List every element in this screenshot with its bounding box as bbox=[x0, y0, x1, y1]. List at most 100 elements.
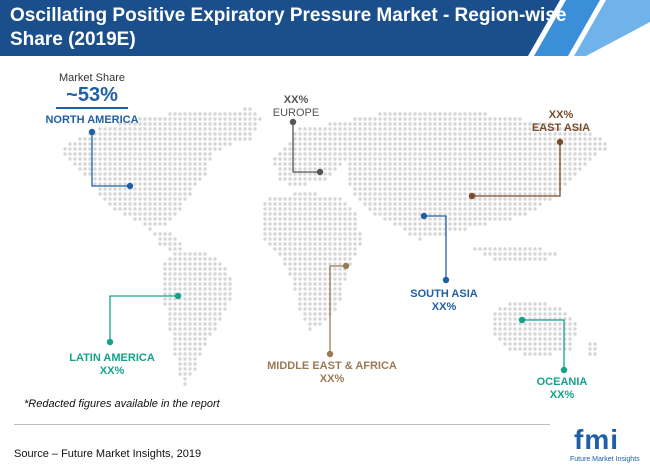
map-dot bbox=[398, 112, 402, 116]
map-dot bbox=[298, 217, 302, 221]
map-dot bbox=[188, 182, 192, 186]
map-dot bbox=[168, 162, 172, 166]
map-dot bbox=[368, 177, 372, 181]
map-dot bbox=[473, 112, 477, 116]
map-dot bbox=[108, 132, 112, 136]
map-dot bbox=[143, 142, 147, 146]
map-dot bbox=[398, 142, 402, 146]
map-dot bbox=[468, 207, 472, 211]
map-dot bbox=[293, 152, 297, 156]
map-dot bbox=[288, 147, 292, 151]
map-dot bbox=[313, 162, 317, 166]
map-dot bbox=[423, 202, 427, 206]
map-dot bbox=[313, 242, 317, 246]
map-dot bbox=[318, 262, 322, 266]
map-dot bbox=[458, 222, 462, 226]
map-dot bbox=[208, 132, 212, 136]
map-dot bbox=[508, 202, 512, 206]
map-dot bbox=[593, 342, 597, 346]
map-dot bbox=[118, 202, 122, 206]
map-dot bbox=[468, 182, 472, 186]
map-dot bbox=[138, 137, 142, 141]
map-dot bbox=[448, 227, 452, 231]
map-dot bbox=[128, 167, 132, 171]
map-dot bbox=[538, 137, 542, 141]
map-dot bbox=[203, 327, 207, 331]
map-dot bbox=[338, 152, 342, 156]
map-dot bbox=[453, 217, 457, 221]
map-dot bbox=[158, 132, 162, 136]
map-dot bbox=[568, 172, 572, 176]
map-dot bbox=[488, 217, 492, 221]
map-dot bbox=[178, 337, 182, 341]
north-america-name: NORTH AMERICA bbox=[45, 114, 139, 126]
map-dot bbox=[408, 177, 412, 181]
map-dot bbox=[233, 127, 237, 131]
map-dot bbox=[178, 167, 182, 171]
map-dot bbox=[303, 217, 307, 221]
map-dot bbox=[388, 122, 392, 126]
map-dot bbox=[478, 207, 482, 211]
map-dot bbox=[288, 157, 292, 161]
map-dot bbox=[163, 132, 167, 136]
map-dot bbox=[453, 142, 457, 146]
map-dot bbox=[453, 207, 457, 211]
map-dot bbox=[508, 247, 512, 251]
map-dot bbox=[353, 167, 357, 171]
map-dot bbox=[468, 162, 472, 166]
map-dot bbox=[528, 182, 532, 186]
map-dot bbox=[468, 222, 472, 226]
map-dot bbox=[568, 332, 572, 336]
map-dot bbox=[348, 122, 352, 126]
map-dot bbox=[343, 252, 347, 256]
map-dot bbox=[578, 147, 582, 151]
map-dot bbox=[468, 152, 472, 156]
map-dot bbox=[528, 252, 532, 256]
map-dot bbox=[188, 142, 192, 146]
map-dot bbox=[568, 167, 572, 171]
map-dot bbox=[173, 352, 177, 356]
map-dot bbox=[103, 157, 107, 161]
map-dot bbox=[468, 217, 472, 221]
map-dot bbox=[198, 302, 202, 306]
map-dot bbox=[128, 152, 132, 156]
map-dot bbox=[393, 132, 397, 136]
map-dot bbox=[373, 122, 377, 126]
map-dot bbox=[213, 292, 217, 296]
map-dot bbox=[288, 227, 292, 231]
map-dot bbox=[498, 202, 502, 206]
map-dot bbox=[313, 167, 317, 171]
map-dot bbox=[408, 162, 412, 166]
map-dot bbox=[543, 312, 547, 316]
map-dot bbox=[308, 247, 312, 251]
map-dot bbox=[318, 317, 322, 321]
map-dot bbox=[428, 187, 432, 191]
map-dot bbox=[123, 122, 127, 126]
map-dot bbox=[383, 147, 387, 151]
map-dot bbox=[418, 117, 422, 121]
map-dot bbox=[228, 122, 232, 126]
map-dot bbox=[328, 232, 332, 236]
map-dot bbox=[193, 332, 197, 336]
map-dot bbox=[463, 157, 467, 161]
map-dot bbox=[133, 122, 137, 126]
map-dot bbox=[178, 342, 182, 346]
map-dot bbox=[183, 382, 187, 386]
map-dot bbox=[183, 262, 187, 266]
map-dot bbox=[303, 237, 307, 241]
map-dot bbox=[448, 142, 452, 146]
map-dot bbox=[118, 177, 122, 181]
map-dot bbox=[188, 332, 192, 336]
map-dot bbox=[513, 187, 517, 191]
map-dot bbox=[433, 182, 437, 186]
map-dot bbox=[193, 347, 197, 351]
map-dot bbox=[303, 287, 307, 291]
map-dot bbox=[68, 142, 72, 146]
map-dot bbox=[523, 252, 527, 256]
map-dot bbox=[553, 167, 557, 171]
map-dot bbox=[378, 182, 382, 186]
map-dot bbox=[553, 312, 557, 316]
map-dot bbox=[573, 162, 577, 166]
map-dot bbox=[513, 162, 517, 166]
map-dot bbox=[373, 212, 377, 216]
